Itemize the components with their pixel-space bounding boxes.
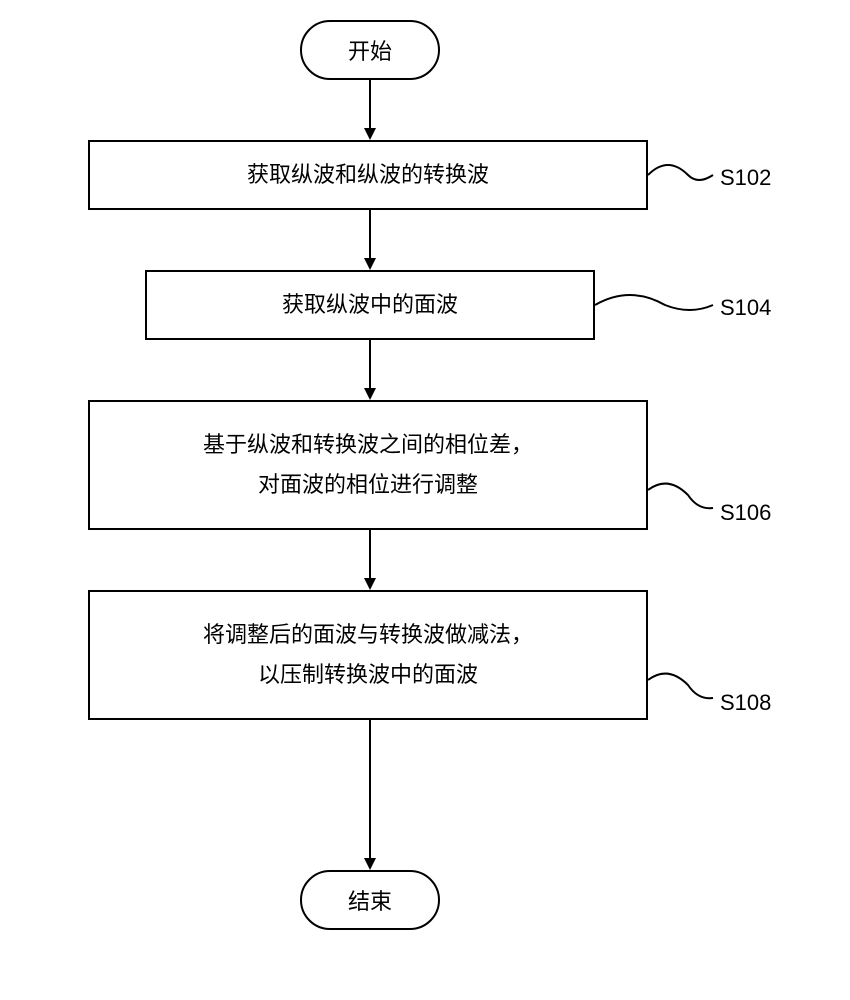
step-label-s106: S106 <box>720 500 771 526</box>
connector-s106 <box>648 480 718 530</box>
arrow-s106-s108 <box>360 530 380 590</box>
arrow-s104-s106 <box>360 340 380 400</box>
process-s106: 基于纵波和转换波之间的相位差， 对面波的相位进行调整 <box>88 400 648 530</box>
s108-line2: 以压制转换波中的面波 <box>203 655 533 695</box>
connector-s104 <box>595 285 718 325</box>
arrow-s108-end <box>360 720 380 870</box>
end-label: 结束 <box>348 884 392 916</box>
start-node: 开始 <box>300 20 440 80</box>
s108-line1: 将调整后的面波与转换波做减法， <box>203 615 533 655</box>
s106-line1: 基于纵波和转换波之间的相位差， <box>203 425 533 465</box>
end-node: 结束 <box>300 870 440 930</box>
s106-text-wrap: 基于纵波和转换波之间的相位差， 对面波的相位进行调整 <box>203 425 533 504</box>
process-s108: 将调整后的面波与转换波做减法， 以压制转换波中的面波 <box>88 590 648 720</box>
flowchart-container: 开始 获取纵波和纵波的转换波 S102 获取纵波中的面波 S104 基于纵波和转… <box>0 0 850 1000</box>
s102-text: 获取纵波和纵波的转换波 <box>247 155 489 195</box>
arrow-start-s102 <box>360 80 380 140</box>
step-label-s108: S108 <box>720 690 771 716</box>
arrow-s102-s104 <box>360 210 380 270</box>
start-label: 开始 <box>348 34 392 66</box>
step-label-s104: S104 <box>720 295 771 321</box>
process-s104: 获取纵波中的面波 <box>145 270 595 340</box>
step-label-s102: S102 <box>720 165 771 191</box>
s108-text-wrap: 将调整后的面波与转换波做减法， 以压制转换波中的面波 <box>203 615 533 694</box>
connector-s108 <box>648 670 718 720</box>
s106-line2: 对面波的相位进行调整 <box>203 465 533 505</box>
connector-s102 <box>648 155 718 195</box>
s104-text: 获取纵波中的面波 <box>282 285 458 325</box>
process-s102: 获取纵波和纵波的转换波 <box>88 140 648 210</box>
